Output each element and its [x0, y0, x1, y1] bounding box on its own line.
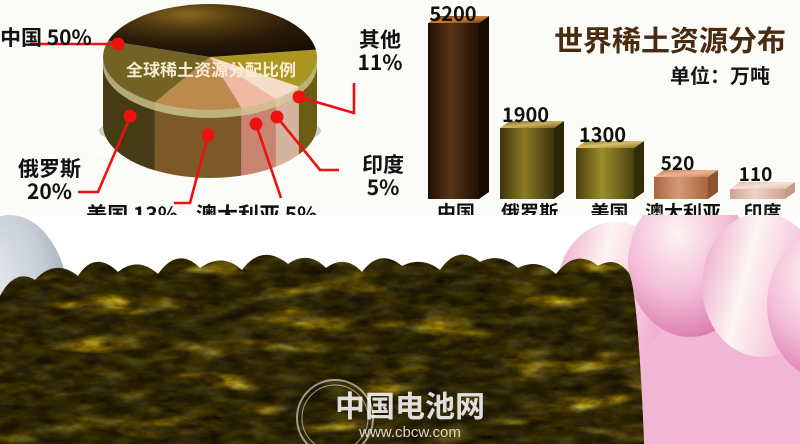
svg-text:中国电池网: 中国电池网 — [335, 382, 485, 426]
svg-text:www.cbcw.com: www.cbcw.com — [358, 424, 461, 441]
